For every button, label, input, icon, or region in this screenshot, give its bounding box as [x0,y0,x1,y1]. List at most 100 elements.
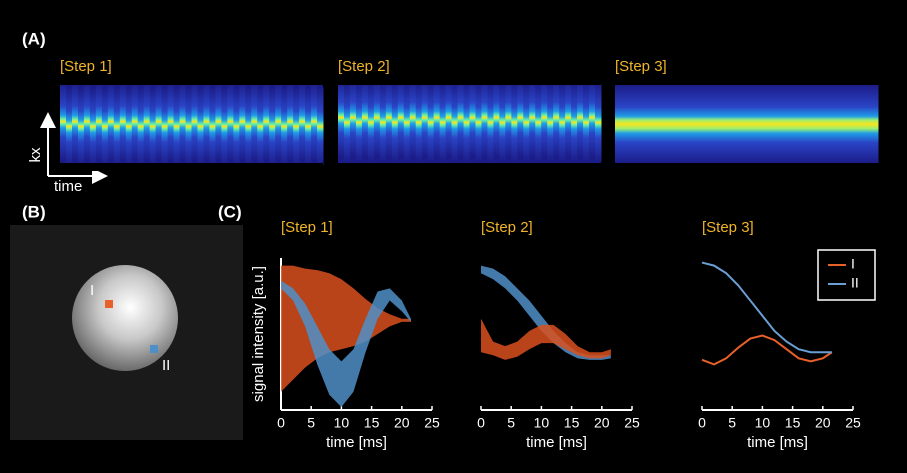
x-axis-label: time [ms] [526,434,587,451]
x-tick-label: 20 [594,415,610,431]
heatmap-column [645,85,651,163]
heatmap-column [577,79,583,157]
heatmap-column [108,83,114,161]
heatmap-column [72,83,78,161]
heatmap-column [499,84,505,162]
heatmap-column [699,85,705,163]
heatmap-column [711,85,717,163]
heatmap-column [758,85,764,163]
heatmap-column [338,79,344,157]
chart-title: [Step 2] [481,219,533,236]
heatmap-column [571,84,577,162]
x-tick-label: 25 [845,415,861,431]
heatmap-column [209,88,215,166]
step-label: [Step 3] [615,58,667,75]
x-axis-label: time [ms] [326,434,387,451]
x-tick-label: 10 [334,415,350,431]
legend-label: II [851,275,859,291]
heatmap-column [386,79,392,157]
heatmap-mask [615,77,878,85]
heatmap-column [281,88,287,166]
heatmap-column [60,83,66,161]
x-tick-label: 0 [698,415,706,431]
heatmap-column [221,88,227,166]
heatmap-column [299,83,305,161]
panel-label: (B) [22,202,46,221]
heatmap-column [800,85,806,163]
heatmap-column [794,85,800,163]
heatmap-column [752,85,758,163]
heatmap-column [669,85,675,163]
heatmap-column [681,85,687,163]
heatmap-column [458,79,464,157]
heatmap-column [350,79,356,157]
heatmap-column [344,84,350,162]
heatmap-column [368,84,374,162]
x-axis-label: time [ms] [747,434,808,451]
heatmap-column [126,88,132,166]
legend-label: I [851,256,855,272]
x-tick-label: 10 [755,415,771,431]
band [481,319,611,360]
heatmap-column [487,84,493,162]
panel-label: (C) [218,202,242,221]
heatmap-column [595,84,601,162]
heatmap-column [317,88,323,166]
heatmap-column [305,88,311,166]
heatmap-column [541,79,547,157]
heatmap-column [269,88,275,166]
heatmap-column [854,85,860,163]
heatmap-column [663,85,669,163]
heatmap-mask [338,77,601,85]
heatmap-column [553,79,559,157]
heatmap-mask [338,163,601,171]
heatmap-column [505,79,511,157]
heatmap-column [615,85,621,163]
heatmap-column [866,85,872,163]
heatmap-column [404,84,410,162]
heatmap-column [239,83,245,161]
heatmap-column [818,85,824,163]
x-tick-label: 10 [534,415,550,431]
heatmap-column [589,79,595,157]
heatmap-column [535,84,541,162]
heatmap-column [66,88,72,166]
heatmap-column [621,85,627,163]
heatmap-column [493,79,499,157]
heatmap-column [824,85,830,163]
x-tick-label: 20 [815,415,831,431]
heatmap-column [78,88,84,166]
roi-marker [150,345,158,353]
x-tick-label: 5 [728,415,736,431]
heatmap-column [464,84,470,162]
panel-label: (A) [22,29,46,48]
heatmap-column [362,79,368,157]
heatmap-column [374,79,380,157]
heatmap-column [687,85,693,163]
heatmap-column [481,79,487,157]
heatmap-column [511,84,517,162]
heatmap-column [102,88,108,166]
heatmap-column [547,84,553,162]
heatmap-column [559,84,565,162]
x-tick-label: 5 [507,415,515,431]
x-tick-label: 20 [394,415,410,431]
heatmap-column [168,83,174,161]
heatmap-column [452,84,458,162]
heatmap-column [422,79,428,157]
heatmap-column [529,79,535,157]
heatmap-column [197,88,203,166]
step-label: [Step 2] [338,58,390,75]
heatmap-column [470,79,476,157]
heatmap-column [392,84,398,162]
heatmap-column [215,83,221,161]
heatmap-column [410,79,416,157]
heatmap-column [263,83,269,161]
x-tick-label: 15 [785,415,801,431]
phantom [72,265,178,371]
heatmap-column [287,83,293,161]
heatmap-column [150,88,156,166]
heatmap-column [812,85,818,163]
heatmap-column [523,84,529,162]
heatmap-column [788,85,794,163]
